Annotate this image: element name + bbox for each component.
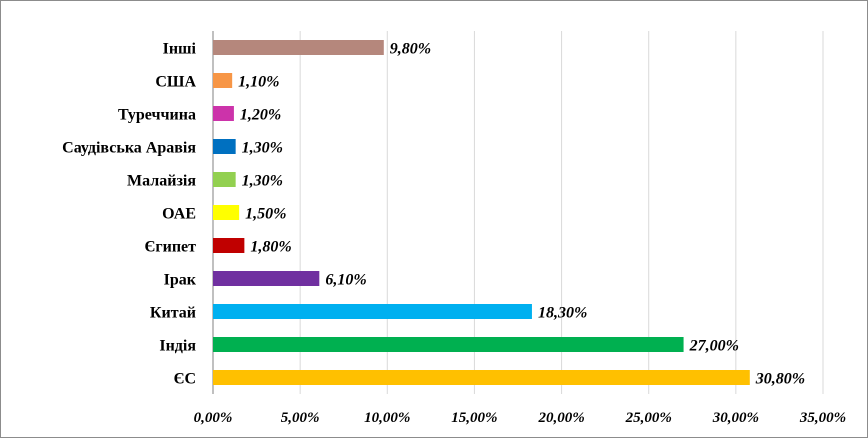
bar — [213, 304, 532, 319]
bar — [213, 205, 240, 220]
bar — [213, 40, 384, 55]
category-label: Туреччина — [118, 107, 196, 124]
x-tick-label: 35,00% — [799, 410, 846, 426]
label-layer: 0,00% 5,00% 10,00% 15,00% 20,00% 25,00% 30,00%… — [62, 41, 846, 427]
x-tick-label: 5,00% — [281, 410, 320, 426]
x-tick-label: 30,00% — [712, 410, 759, 426]
x-tick-label: 25,00% — [625, 410, 672, 426]
x-tick-label: 10,00% — [364, 410, 410, 426]
data-label: 18,30% — [538, 305, 587, 322]
data-label: 1,30% — [242, 173, 283, 190]
category-label: Малайзія — [127, 173, 196, 190]
data-label: 1,80% — [250, 239, 291, 256]
data-label: 1,20% — [240, 107, 281, 124]
bar — [213, 337, 684, 352]
category-label: ЄС — [174, 371, 196, 388]
category-label: Єгипет — [144, 239, 196, 256]
bar-layer — [213, 40, 750, 385]
category-label: Інші — [163, 41, 197, 58]
x-tick-label: 0,00% — [194, 410, 233, 426]
category-label: ОАЕ — [162, 206, 196, 223]
category-label: Саудівська Аравія — [62, 140, 196, 157]
bar — [213, 73, 233, 88]
category-label: Китай — [150, 305, 196, 322]
data-label: 1,50% — [245, 206, 286, 223]
data-label: 9,80% — [390, 41, 431, 58]
bar — [213, 370, 750, 385]
bar — [213, 271, 320, 286]
bar — [213, 238, 245, 253]
data-label: 1,10% — [238, 74, 279, 91]
category-label: США — [155, 74, 196, 91]
grid-layer — [212, 31, 824, 394]
bar — [213, 106, 234, 121]
category-label: Індія — [159, 338, 196, 355]
bar — [213, 172, 236, 187]
data-label: 30,80% — [755, 371, 805, 388]
x-tick-label: 20,00% — [537, 410, 584, 426]
category-label: Ірак — [164, 272, 197, 289]
bar — [213, 139, 236, 154]
data-label: 6,10% — [325, 272, 366, 289]
data-label: 1,30% — [242, 140, 283, 157]
x-tick-label: 15,00% — [451, 410, 497, 426]
data-label: 27,00% — [689, 338, 739, 355]
